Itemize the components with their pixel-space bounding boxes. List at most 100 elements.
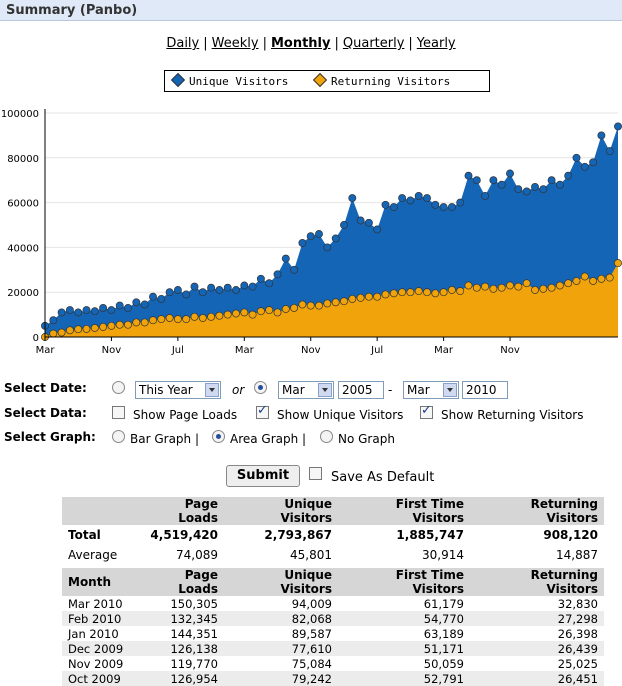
data-point	[456, 198, 465, 207]
data-point	[506, 281, 514, 290]
data-point	[506, 169, 514, 178]
this-year-value: This Year	[139, 383, 193, 397]
area-returning	[45, 263, 618, 337]
data-point	[281, 305, 290, 313]
period-yearly[interactable]: Yearly	[416, 36, 456, 51]
table-cell: 2,793,867	[264, 528, 332, 542]
table-cell: 4,519,420	[150, 528, 218, 542]
summary-header: Returning Visitors	[470, 497, 604, 525]
data-point	[439, 288, 448, 297]
submit-button[interactable]: Submit	[226, 465, 300, 487]
table-cell: 30,914	[422, 548, 464, 562]
table-cell: Mar 2010	[68, 596, 123, 611]
data-point	[157, 315, 166, 324]
data-point	[439, 203, 448, 212]
data-point	[547, 176, 556, 185]
x-tick-label: Nov	[500, 345, 520, 356]
data-point	[555, 180, 564, 189]
data-point	[539, 284, 548, 293]
x-tick-label: Jul	[370, 345, 383, 356]
data-point	[522, 279, 531, 288]
table-cell: 1,885,747	[396, 528, 464, 542]
table-row: Jan 2010 144,351 89,587 63,189 26,398	[62, 626, 604, 641]
table-cell: 63,189	[423, 626, 464, 641]
data-point	[182, 315, 191, 324]
data-point	[57, 308, 66, 317]
period-quarterly[interactable]: Quarterly	[342, 36, 405, 51]
table-cell: 26,439	[470, 641, 604, 656]
select-date-row: Select Date: This Year or Mar 2005 - Mar…	[4, 379, 604, 401]
no-graph-radio[interactable]	[320, 430, 333, 443]
data-point	[232, 309, 240, 318]
x-tick-label: Mar	[434, 345, 454, 356]
date-range-radio[interactable]	[254, 381, 267, 394]
table-cell: 74,089	[176, 548, 218, 562]
this-year-radio[interactable]	[112, 381, 125, 394]
period-monthly[interactable]: Monthly	[270, 36, 331, 51]
period-daily[interactable]: Daily	[166, 36, 200, 51]
data-point	[555, 281, 564, 290]
unique-visitors-checkbox[interactable]	[256, 403, 269, 419]
data-point	[157, 294, 166, 303]
data-point	[207, 283, 216, 292]
data-point	[74, 308, 83, 317]
chevron-down-icon	[318, 383, 332, 397]
data-point	[547, 283, 556, 292]
from-year-input[interactable]: 2005	[338, 381, 384, 399]
y-tick-label: 20000	[7, 288, 39, 299]
legend-returning: Returning Visitors	[312, 72, 450, 88]
data-point	[605, 273, 614, 282]
to-month-select[interactable]: Mar	[403, 381, 459, 399]
area-graph-radio[interactable]	[212, 430, 225, 443]
data-point	[373, 225, 382, 234]
data-point	[49, 329, 58, 338]
monthly-header: First Time Visitors	[338, 568, 470, 596]
data-point	[65, 326, 74, 335]
data-point	[99, 303, 108, 312]
data-point	[124, 320, 132, 329]
period-weekly[interactable]: Weekly	[211, 36, 259, 51]
table-cell: 52,791	[338, 671, 470, 686]
table-cell: Oct 2009	[62, 671, 136, 686]
bar-graph-radio[interactable]	[112, 430, 125, 443]
data-point	[90, 307, 99, 316]
monthly-header: Page Loads	[136, 568, 224, 596]
data-point	[340, 297, 348, 306]
this-year-select[interactable]: This Year	[135, 381, 221, 399]
monthly-table: Month Page Loads Unique Visitors First T…	[62, 568, 604, 686]
page-loads-label: Show Page Loads	[133, 408, 238, 422]
data-point	[215, 286, 224, 294]
table-cell: 75,084	[291, 656, 332, 671]
table-row: Feb 2010 132,345 82,068 54,770 27,298	[62, 611, 604, 626]
from-month-select[interactable]: Mar	[278, 381, 334, 399]
data-point	[173, 286, 182, 294]
data-point	[306, 232, 315, 241]
y-tick-label: 0	[33, 333, 39, 344]
data-point	[348, 194, 357, 203]
to-year-input[interactable]: 2010	[462, 381, 508, 399]
table-cell: 61,179	[423, 596, 464, 611]
data-point	[614, 122, 622, 131]
table-cell: 14,887	[556, 548, 598, 562]
data-point	[331, 298, 340, 307]
data-point	[315, 230, 323, 238]
summary-header	[62, 497, 136, 525]
returning-visitors-checkbox[interactable]	[420, 403, 433, 419]
chevron-down-icon	[205, 383, 219, 397]
bar-graph-label: Bar Graph |	[130, 432, 199, 446]
select-graph-label: Select Graph:	[4, 430, 96, 444]
save-default-checkbox[interactable]	[309, 467, 322, 480]
data-point	[306, 301, 315, 310]
data-point	[481, 191, 490, 200]
page-loads-checkbox[interactable]	[112, 406, 125, 419]
y-tick-label: 40000	[7, 243, 39, 254]
data-point	[82, 324, 91, 333]
data-point	[90, 324, 99, 332]
data-point	[605, 147, 614, 156]
data-point	[207, 312, 216, 321]
data-point	[381, 290, 390, 299]
data-point	[290, 265, 299, 274]
data-point	[431, 289, 440, 298]
data-point	[364, 218, 373, 227]
data-point	[572, 153, 581, 162]
